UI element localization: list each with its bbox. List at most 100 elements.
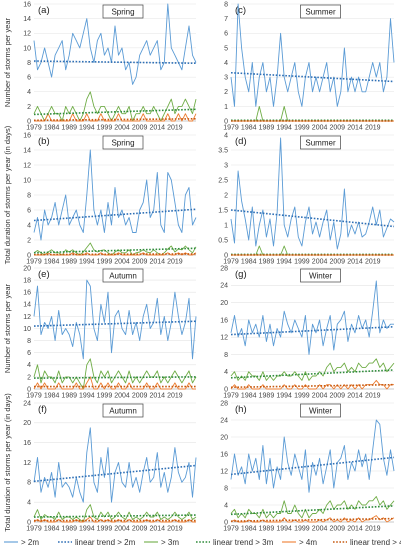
x-tick-label: 2004: [114, 259, 130, 266]
trend-line-3m: [33, 376, 197, 379]
x-tick-label: 1989: [61, 259, 77, 266]
y-tick-label: 0: [27, 252, 31, 259]
y-tick-label: 20: [220, 300, 228, 307]
y-tick-label: 4: [224, 132, 228, 139]
y-axis-label: Number of storms per year: [3, 17, 12, 107]
panel-a: 0 2 4 6 8 10 12 14 16 1979 1984 1989 1994 1999 2004 200…: [3, 1, 197, 132]
y-tick-label: 10: [23, 177, 31, 184]
x-tick-label: 2019: [365, 393, 381, 400]
y-tick-label: 14: [23, 302, 31, 309]
y-tick-label: 2.5: [218, 177, 228, 184]
x-tick-label: 1989: [259, 393, 275, 400]
trend-line-3m: [33, 108, 197, 116]
panel-label: (h): [235, 404, 247, 415]
y-axis-label: Total duration of storms per year (in da…: [3, 393, 12, 532]
panel-g: 0 4 8 12 16 20 24 28 1979 1984 1989 1994 1999 2004 200…: [220, 265, 395, 400]
y-tick-label: 7: [224, 16, 228, 23]
x-tick-label: 2004: [114, 526, 130, 533]
x-tick-label: 2004: [114, 125, 130, 132]
legend-label: > 3m: [161, 538, 179, 547]
y-tick-label: 24: [220, 283, 228, 290]
x-tick-label: 1999: [294, 125, 310, 132]
panel-label: (a): [38, 5, 50, 16]
y-tick-label: 4: [224, 60, 228, 67]
y-tick-label: 10: [23, 45, 31, 52]
x-tick-label: 1999: [294, 526, 310, 533]
y-tick-label: 16: [23, 132, 31, 139]
series-line-3m: [33, 91, 197, 122]
x-tick-label: 1989: [259, 526, 275, 533]
y-tick-label: 0: [27, 386, 31, 393]
x-tick-label: 2004: [312, 526, 328, 533]
panel-label: (f): [38, 404, 47, 415]
trend-line-2m: [230, 209, 395, 228]
x-tick-label: 2004: [312, 125, 328, 132]
y-tick-label: 0: [27, 118, 31, 125]
panel-label: (g): [235, 269, 247, 280]
y-tick-label: 0: [224, 118, 228, 125]
trend-line-2m: [33, 320, 197, 327]
x-tick-label: 1994: [79, 393, 95, 400]
trend-line-4m: [33, 118, 197, 122]
x-tick-label: 2014: [149, 125, 165, 132]
y-tick-label: 16: [23, 440, 31, 447]
x-tick-label: 1989: [61, 125, 77, 132]
x-tick-label: 1989: [259, 125, 275, 132]
y-tick-label: 8: [224, 1, 228, 8]
series-line-3m: [33, 358, 197, 390]
series-line-2m: [230, 419, 395, 493]
season-label: Summer: [305, 139, 336, 148]
x-tick-label: 1979: [26, 393, 42, 400]
y-tick-label: 12: [23, 460, 31, 467]
x-tick-label: 1999: [294, 259, 310, 266]
trend-line-4m: [33, 253, 197, 256]
x-tick-label: 1979: [26, 259, 42, 266]
series-line-2m: [33, 3, 197, 85]
x-tick-label: 2019: [167, 259, 183, 266]
trend-line-4m: [230, 383, 395, 389]
x-tick-label: 1999: [97, 526, 113, 533]
y-tick-label: 8: [27, 60, 31, 67]
x-tick-label: 2004: [312, 393, 328, 400]
panel-label: (c): [235, 5, 246, 16]
x-tick-label: 2009: [132, 393, 148, 400]
series-line-2m: [230, 137, 395, 250]
y-tick-label: 2: [224, 192, 228, 199]
x-tick-label: 1984: [44, 125, 60, 132]
season-box: [300, 4, 341, 19]
season-label: Autumn: [109, 407, 137, 416]
x-tick-label: 1984: [44, 526, 60, 533]
x-tick-label: 1979: [223, 526, 239, 533]
y-tick-label: 2: [27, 374, 31, 381]
y-tick-label: 8: [224, 485, 228, 492]
x-tick-label: 1989: [61, 526, 77, 533]
series-line-4m: [34, 113, 197, 122]
x-tick-label: 1994: [276, 526, 292, 533]
y-tick-label: 6: [27, 207, 31, 214]
x-tick-label: 2014: [347, 526, 363, 533]
x-tick-label: 2009: [132, 125, 148, 132]
legend-label: linear trend > 3m: [213, 538, 274, 547]
season-label: Autumn: [109, 272, 137, 281]
y-tick-label: 14: [23, 147, 31, 154]
y-tick-label: 24: [23, 400, 31, 407]
y-tick-label: 0: [224, 519, 228, 526]
x-tick-label: 2019: [365, 526, 381, 533]
x-tick-label: 1984: [241, 259, 257, 266]
trend-line-3m: [33, 247, 197, 254]
series-line-3m: [230, 358, 395, 381]
y-tick-label: 3: [224, 75, 228, 82]
x-tick-label: 1984: [44, 393, 60, 400]
y-tick-label: 18: [23, 278, 31, 285]
x-tick-label: 1994: [276, 259, 292, 266]
y-tick-label: 5: [224, 45, 228, 52]
y-tick-label: 14: [23, 16, 31, 23]
y-tick-label: 1.5: [218, 207, 228, 214]
season-box: [102, 135, 144, 150]
x-tick-label: 1999: [294, 393, 310, 400]
x-tick-label: 2009: [330, 393, 346, 400]
